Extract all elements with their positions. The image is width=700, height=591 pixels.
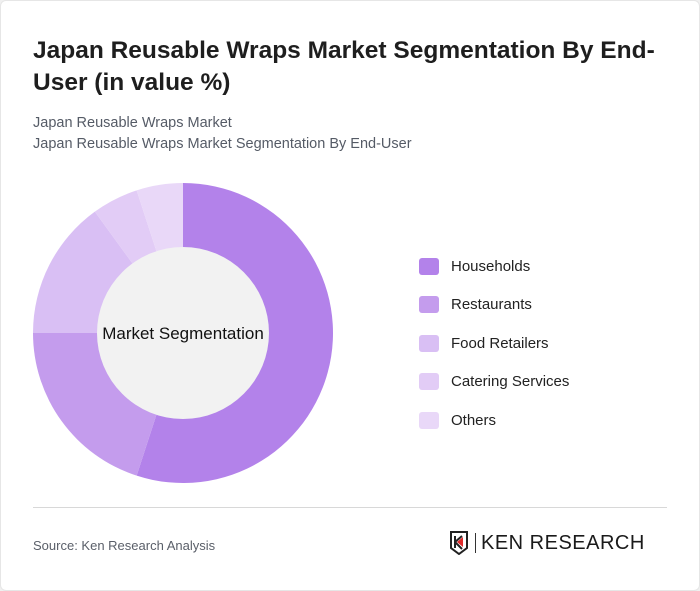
chart-title: Japan Reusable Wraps Market Segmentation… (33, 37, 655, 96)
legend-label: Restaurants (451, 296, 532, 314)
legend-swatch (419, 373, 439, 391)
legend-label: Food Retailers (451, 334, 549, 352)
subtitle-segmentation: Japan Reusable Wraps Market Segmentation… (33, 136, 412, 152)
donut-center (97, 247, 269, 419)
source-note: Source: Ken Research Analysis (33, 538, 216, 553)
legend-swatch (419, 257, 439, 275)
legend-swatch (419, 296, 439, 314)
ken-research-logo: KEN RESEARCH (449, 531, 645, 555)
legend-swatch (419, 334, 439, 352)
legend-item: Food Retailers (419, 324, 569, 363)
legend-label: Households (451, 257, 531, 275)
ken-logo-icon (450, 531, 468, 555)
center-label: Market Segmentation (102, 324, 264, 343)
legend-item: Others (419, 401, 569, 440)
legend-label: Others (451, 411, 497, 429)
legend: Households Restaurants Food Retailers Cater… (419, 247, 569, 440)
subtitle-market: Japan Reusable Wraps Market (33, 115, 232, 131)
legend-swatch (419, 411, 439, 429)
legend-item: Catering Services (419, 363, 569, 402)
divider (33, 507, 667, 508)
legend-item: Restaurants (419, 286, 569, 325)
logo-text: KEN RESEARCH (475, 533, 645, 553)
legend-item: Households (419, 247, 569, 286)
legend-label: Catering Services (451, 373, 570, 391)
